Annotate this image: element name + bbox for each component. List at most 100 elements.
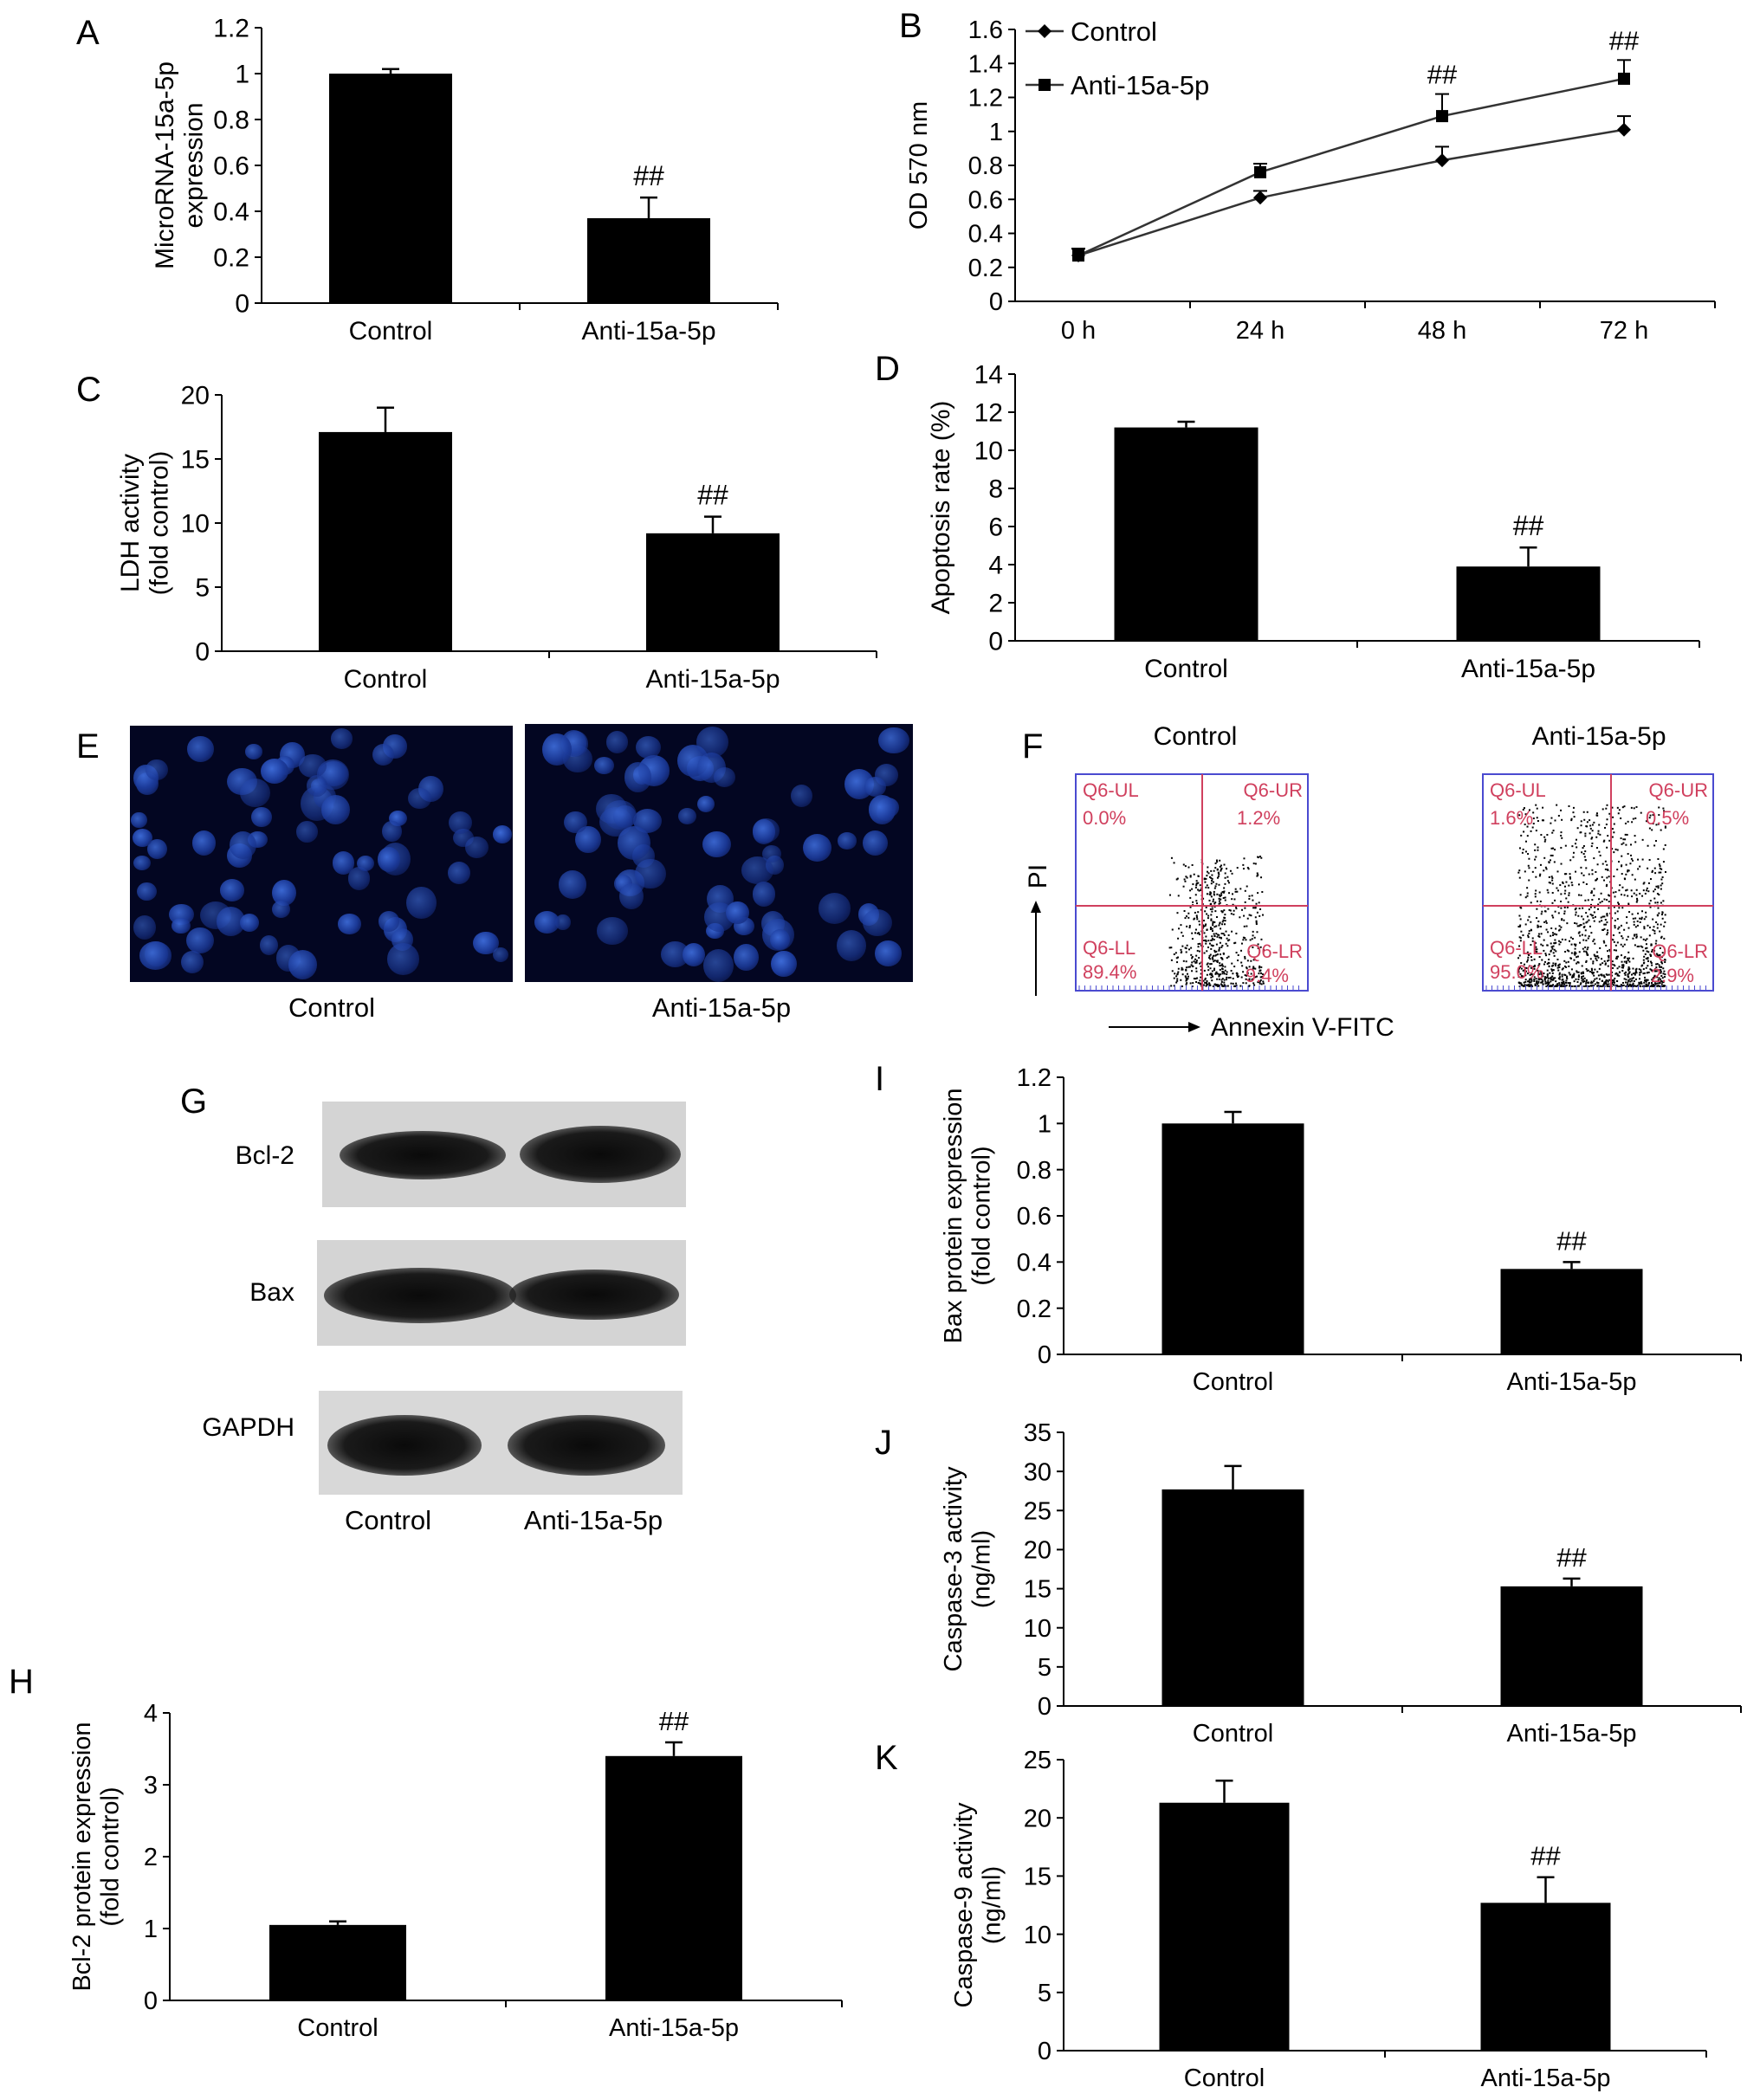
flow-event-dot	[1540, 972, 1543, 975]
significance-mark-b: ##	[1609, 25, 1640, 55]
flow-event-dot	[1220, 910, 1223, 913]
flow-event-dot	[1583, 856, 1586, 858]
flow-event-dot	[1215, 984, 1218, 986]
flow-event-dot	[1618, 985, 1621, 987]
flow-event-dot	[1566, 949, 1569, 952]
flow-event-dot	[1631, 895, 1634, 898]
flow-event-dot	[1565, 981, 1568, 984]
flow-event-dot	[1223, 984, 1226, 986]
flow-event-dot	[1178, 927, 1181, 930]
flow-event-dot	[1664, 825, 1666, 828]
flow-event-dot	[1645, 983, 1647, 985]
flow-event-dot	[1223, 863, 1226, 866]
flow-event-dot	[1177, 971, 1180, 973]
nucleus	[378, 846, 401, 872]
flow-event-dot	[1522, 808, 1524, 811]
flow-event-dot	[1599, 985, 1601, 987]
flow-event-dot	[1545, 954, 1548, 957]
flow-event-dot	[1601, 973, 1603, 976]
flow-event-dot	[1628, 957, 1631, 960]
flow-event-dot	[1630, 985, 1633, 987]
y-tick-label-i: 0.4	[1017, 1249, 1051, 1276]
flow-event-dot	[1214, 867, 1217, 869]
point-square-b	[1436, 110, 1448, 123]
flow-event-dot	[1613, 949, 1615, 952]
flow-event-dot	[1621, 907, 1624, 909]
flow-event-dot	[1632, 982, 1634, 985]
flow-event-dot	[1223, 972, 1226, 975]
flow-event-dot	[1579, 941, 1582, 944]
flow-event-dot	[1215, 953, 1218, 956]
nucleus	[864, 777, 887, 798]
blot-band	[327, 1415, 482, 1476]
flow-event-dot	[1590, 971, 1593, 973]
flow-event-dot	[1545, 920, 1548, 922]
flow-event-dot	[1530, 901, 1532, 904]
y-tick-label-a: 1.2	[213, 15, 249, 43]
flow-event-dot	[1551, 854, 1554, 856]
nucleus	[239, 779, 270, 808]
nucleus	[619, 882, 644, 910]
flow-event-dot	[1573, 943, 1576, 946]
flow-event-dot	[1532, 811, 1535, 814]
flow-event-dot	[1641, 985, 1644, 987]
flow-event-dot	[1647, 981, 1650, 984]
bar-h	[269, 1924, 406, 2000]
flow-event-dot	[1221, 921, 1224, 923]
flow-event-dot	[1220, 868, 1222, 870]
flow-event-dot	[1637, 858, 1640, 861]
x-category-label-h: Control	[297, 2014, 379, 2042]
flow-event-dot	[1196, 949, 1199, 952]
flow-event-dot	[1540, 834, 1543, 837]
flow-event-dot	[1562, 882, 1564, 884]
bar-j	[1500, 1586, 1643, 1706]
x-category-label-b: 72 h	[1600, 317, 1648, 345]
flow-event-dot	[1613, 964, 1615, 966]
flow-event-dot	[1195, 914, 1198, 917]
flow-event-dot	[1608, 985, 1610, 987]
flow-event-dot	[1215, 859, 1218, 862]
y-tick-label-b: 1.6	[968, 16, 1003, 44]
flow-event-dot	[1231, 962, 1233, 965]
flow-event-dot	[1248, 978, 1251, 980]
flow-event-dot	[1195, 961, 1198, 964]
flow-event-dot	[1593, 821, 1595, 824]
flow-event-dot	[1595, 977, 1598, 979]
flow-event-dot	[1224, 966, 1226, 968]
flow-event-dot	[1543, 836, 1546, 838]
flow-event-dot	[1223, 916, 1226, 919]
flow-event-dot	[1218, 975, 1220, 978]
flow-event-dot	[1608, 839, 1611, 842]
flow-title-anti-15a-5p: Anti-15a-5p	[1531, 722, 1666, 751]
flow-event-dot	[1224, 896, 1226, 899]
flow-event-dot	[1242, 868, 1245, 870]
flow-event-dot	[1621, 843, 1623, 845]
blot-band	[520, 1126, 681, 1183]
flow-event-dot	[1623, 877, 1626, 880]
flow-event-dot	[1547, 891, 1550, 894]
flow-event-dot	[1224, 899, 1226, 901]
flow-event-dot	[1594, 983, 1596, 985]
nucleus	[635, 858, 666, 889]
flow-event-dot	[1572, 974, 1575, 977]
flow-event-dot	[1627, 820, 1629, 823]
flow-event-dot	[1664, 826, 1666, 829]
flow-event-dot	[1658, 863, 1660, 866]
flow-event-dot	[1530, 979, 1533, 982]
panel-letter-f: F	[1022, 727, 1044, 766]
flow-event-dot	[1526, 892, 1529, 895]
flow-event-dot	[1202, 897, 1205, 900]
flow-event-dot	[1195, 902, 1198, 905]
flow-event-dot	[1632, 967, 1634, 970]
flow-event-dot	[1570, 819, 1573, 822]
flow-event-dot	[1534, 941, 1537, 944]
nucleus	[288, 949, 317, 979]
flow-event-dot	[1551, 972, 1554, 974]
flow-event-dot	[1184, 947, 1187, 949]
nucleus	[868, 795, 896, 824]
flow-event-dot	[1629, 863, 1632, 865]
flow-event-dot	[1618, 907, 1621, 909]
flow-event-dot	[1526, 825, 1529, 828]
blot-band	[340, 1131, 506, 1179]
flow-event-dot	[1603, 923, 1606, 926]
